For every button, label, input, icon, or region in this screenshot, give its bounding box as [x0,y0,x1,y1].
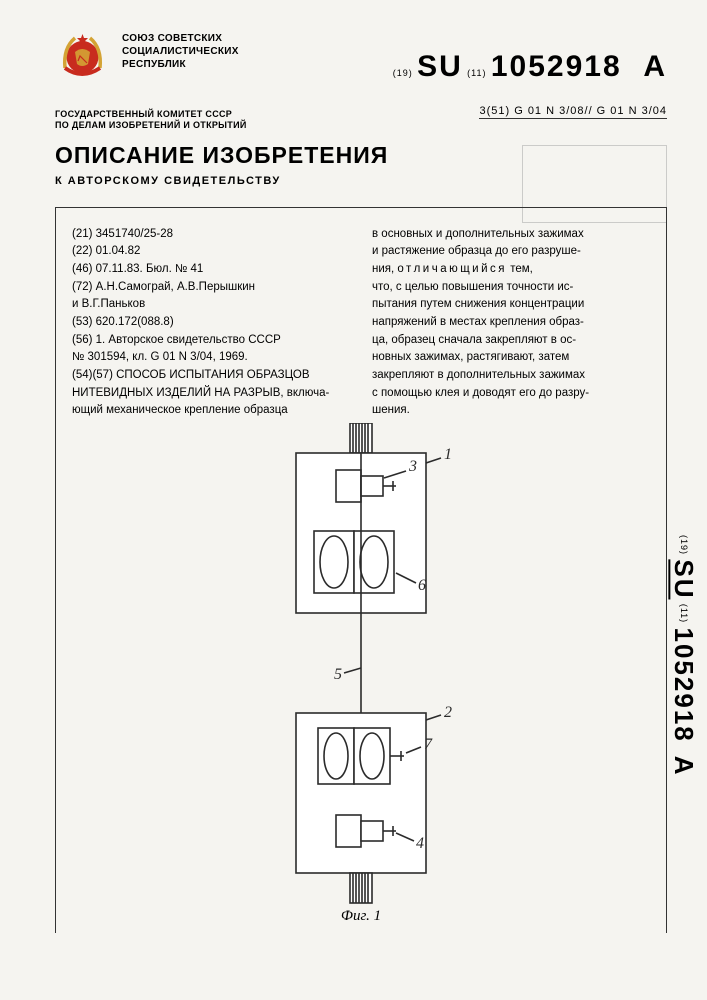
figure-diagram: 1 3 6 5 2 7 4 [256,423,466,913]
biblio-line: (56) 1. Авторское свидетельство СССР [72,332,350,349]
abstract-line: ния, отличающийся тем, [372,261,650,278]
abstract-line: и растяжение образца до его разруше- [372,243,650,260]
org-line: СОЮЗ СОВЕТСКИХ [122,32,239,45]
ipc-classification: 3(51) G 01 N 3/08// G 01 N 3/04 [479,105,667,119]
biblio-line: (53) 620.172(088.8) [72,314,350,331]
side-prefix: (19) [679,535,689,555]
side-kind: A [669,756,699,777]
fig-label: 1 [444,446,452,463]
biblio-line: ющий механическое крепление образца [72,402,350,419]
fig-label: 5 [334,666,342,683]
text-columns: (21) 3451740/25-28 (22) 01.04.82 (46) 07… [72,226,650,420]
figure-area: 1 3 6 5 2 7 4 Фиг. 1 [56,423,666,933]
fig-label: 6 [418,577,426,594]
ussr-emblem-icon [55,28,110,83]
biblio-line: НИТЕВИДНЫХ ИЗДЕЛИЙ НА РАЗРЫВ, включа- [72,385,350,402]
committee-line: ПО ДЕЛАМ ИЗОБРЕТЕНИЙ И ОТКРЫТИЙ [55,120,667,131]
abstract-line: шения. [372,402,650,419]
abstract-line: в основных и дополнительных зажимах [372,226,650,243]
figure-caption: Фиг. 1 [341,908,381,925]
publication-code: (19) SU (11) 1052918 A [393,50,667,84]
left-column: (21) 3451740/25-28 (22) 01.04.82 (46) 07… [72,226,350,420]
abstract-line: напряжений в местах крепления образ- [372,314,650,331]
pub-country: SU [417,50,463,83]
abstract-frag: тем, [507,263,533,275]
fig-label: 4 [416,835,424,852]
org-line: СОЦИАЛИСТИЧЕСКИХ [122,45,239,58]
abstract-line: закрепляют в дополнительных зажимах [372,367,650,384]
abstract-frag: ния, [372,263,397,275]
org-line: РЕСПУБЛИК [122,58,239,71]
biblio-line: (54)(57) СПОСОБ ИСПЫТАНИЯ ОБРАЗЦОВ [72,367,350,384]
abstract-line: с помощью клея и доводят его до разру- [372,385,650,402]
pub-prefix: (19) [393,68,413,78]
right-column: в основных и дополнительных зажимах и ра… [372,226,650,420]
abstract-line: ца, образец сначала закрепляют в ос- [372,332,650,349]
fig-label: 3 [408,458,417,475]
abstract-line: пытания путем снижения концентрации [372,296,650,313]
content-box: (21) 3451740/25-28 (22) 01.04.82 (46) 07… [55,207,667,933]
abstract-emphasis: отличающийся [397,263,507,275]
biblio-line: (46) 07.11.83. Бюл. № 41 [72,261,350,278]
side-publication-code: (19) SU (11) 1052918 A [668,535,699,777]
side-number: 1052918 [669,628,699,743]
biblio-line: № 301594, кл. G 01 N 3/04, 1969. [72,349,350,366]
fig-label: 7 [424,736,433,753]
pub-number: 1052918 [491,50,622,83]
biblio-line: (22) 01.04.82 [72,243,350,260]
biblio-line: (21) 3451740/25-28 [72,226,350,243]
abstract-line: новных зажимах, растягивают, затем [372,349,650,366]
biblio-line: (72) А.Н.Самограй, А.В.Перышкин [72,279,350,296]
side-country: SU [669,559,699,599]
pub-mid: (11) [467,68,486,78]
side-mid: (11) [679,604,689,623]
biblio-line: и В.Г.Паньков [72,296,350,313]
abstract-line: что, с целью повышения точности ис- [372,279,650,296]
fig-label: 2 [444,704,452,721]
pub-kind: A [643,50,667,83]
org-name: СОЮЗ СОВЕТСКИХ СОЦИАЛИСТИЧЕСКИХ РЕСПУБЛИ… [122,28,239,71]
